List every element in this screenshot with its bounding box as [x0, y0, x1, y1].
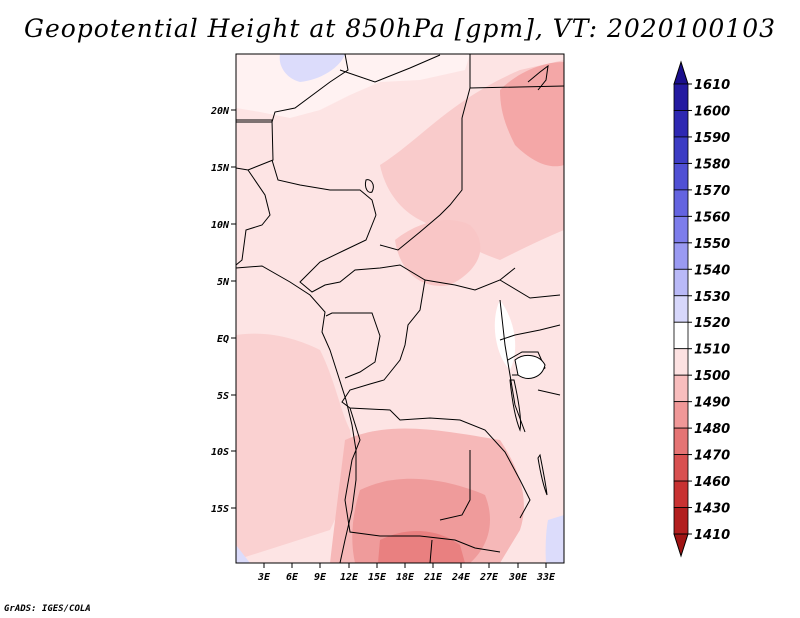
field-1510-east [494, 300, 516, 370]
colorbar-label: 1560 [694, 210, 730, 225]
lat-label-10s: 10S [211, 447, 229, 458]
lat-label-15s: 15S [211, 504, 229, 515]
colorbar-bin [673, 507, 689, 535]
colorbar-label: 1520 [694, 316, 730, 331]
colorbar-label: 1570 [694, 184, 730, 199]
colorbar-top-arrow [673, 60, 689, 85]
colorbar-bin [673, 401, 689, 429]
colorbar-label: 1410 [694, 528, 730, 543]
colorbar-bin [673, 189, 689, 217]
colorbar-bin [673, 83, 689, 111]
lat-label-eq: EQ [217, 334, 229, 345]
field-1490-central [395, 220, 481, 286]
colorbar-bin [673, 321, 689, 350]
lat-label-20n: 20N [210, 106, 230, 117]
colorbar-bin [673, 268, 689, 297]
lon-label-21e: 21E [423, 572, 443, 583]
field-1490-west-coast [236, 333, 352, 560]
lon-label-15e: 15E [368, 572, 387, 583]
colorbar-bin [673, 163, 689, 191]
colorbar-bin [673, 215, 689, 244]
colorbar-label: 1550 [694, 237, 730, 252]
lon-label-33e: 33E [536, 572, 556, 583]
lon-label-30e: 30E [508, 572, 528, 583]
height-field [236, 54, 564, 563]
colorbar-bin [673, 374, 689, 403]
map-title: Geopotential Height at 850hPa [gpm], VT:… [23, 14, 777, 43]
colorbar-bin [673, 136, 689, 164]
colorbar-bin [673, 454, 689, 482]
colorbar-label: 1540 [694, 263, 730, 278]
colorbar-label: 1460 [694, 475, 730, 490]
colorbar-label: 1480 [694, 422, 730, 437]
lon-label-3e: 3E [257, 572, 271, 583]
lake-victoria [514, 354, 546, 379]
lon-label-9e: 9E [314, 572, 327, 583]
field-1520-corner-ne [279, 54, 345, 82]
field-1480-north-east [500, 62, 564, 167]
colorbar: 1610 1600 1590 1580 1570 1560 1550 1540 1530 1520… [673, 60, 730, 558]
colorbar-label: 1530 [694, 290, 730, 305]
latitude-axis: 20N 15N 10N 5N EQ 5S 10S 15S [210, 106, 236, 515]
colorbar-bottom-arrow [673, 533, 689, 558]
lon-label-24e: 24E [451, 572, 471, 583]
lon-label-27e: 27E [479, 572, 499, 583]
coastline [236, 265, 357, 563]
grads-credit: GrADS: IGES/COLA [4, 604, 91, 614]
colorbar-label: 1490 [694, 396, 730, 411]
colorbar-label: 1470 [694, 449, 730, 464]
colorbar-label: 1500 [694, 369, 730, 384]
lat-label-10n: 10N [211, 220, 230, 231]
lat-label-5s: 5S [217, 391, 229, 402]
political-borders [236, 54, 564, 563]
lake-chad [365, 179, 374, 193]
colorbar-bin [673, 348, 689, 376]
colorbar-label: 1590 [694, 131, 730, 146]
field-1520-corner-sw [236, 545, 250, 563]
colorbar-bin [673, 480, 689, 508]
longitude-axis: 3E 6E 9E 12E 15E 18E 21E 24E 27E 30E 33E [257, 563, 556, 583]
lon-label-6e: 6E [286, 572, 299, 583]
colorbar-label: 1600 [694, 104, 730, 119]
lake-malawi [537, 453, 548, 496]
colorbar-bin [673, 110, 689, 138]
lon-label-12e: 12E [340, 572, 359, 583]
colorbar-bin [673, 242, 689, 270]
colorbar-label: 1580 [694, 157, 730, 172]
lon-label-18e: 18E [396, 572, 415, 583]
lake-tanganyika [509, 379, 521, 432]
colorbar-label: 1610 [694, 78, 730, 93]
colorbar-label: 1430 [694, 502, 730, 517]
colorbar-bin [673, 427, 689, 455]
lat-label-15n: 15N [211, 163, 230, 174]
colorbar-label: 1510 [694, 343, 730, 358]
colorbar-bin [673, 295, 689, 323]
red-sea-coast [527, 64, 549, 91]
map-frame [235, 53, 565, 564]
field-1520-corner-se [545, 515, 564, 563]
lat-label-5n: 5N [217, 277, 230, 288]
